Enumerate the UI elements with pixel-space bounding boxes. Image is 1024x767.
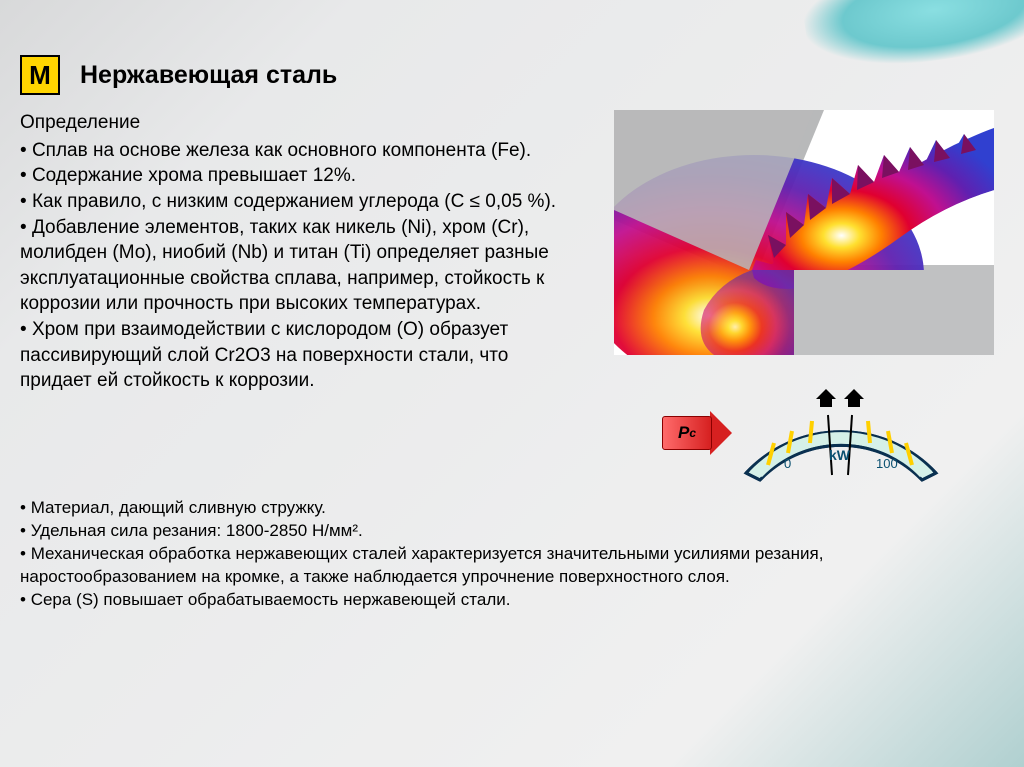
definition-bullet: • Содержание хрома превышает 12%. (20, 163, 584, 189)
material-badge: M (20, 55, 60, 95)
gauge-scale-left: 0 (784, 456, 791, 471)
thermal-cutting-diagram (614, 110, 994, 355)
definition-bullet: • Хром при взаимодействии с кислородом (… (20, 317, 584, 394)
characteristic-bullet: • Сера (S) повышает обрабатываемость нер… (20, 589, 1004, 612)
content-row: Определение • Сплав на основе железа как… (20, 110, 1004, 485)
gauge-unit-label: kW (829, 447, 851, 463)
definition-label: Определение (20, 110, 584, 136)
characteristic-bullet: • Материал, дающий сливную стружку. (20, 497, 1004, 520)
characteristic-bullet: • Механическая обработка нержавеющих ста… (20, 543, 1004, 589)
arrow-sub: c (689, 426, 696, 440)
power-gauge: 0 kW 100 (736, 385, 946, 485)
definition-bullet: • Сплав на основе железа как основного к… (20, 138, 584, 164)
force-arrow: Pc (662, 416, 732, 454)
characteristics-list: • Материал, дающий сливную стружку. • Уд… (20, 497, 1004, 612)
characteristic-bullet: • Удельная сила резания: 1800-2850 Н/мм²… (20, 520, 1004, 543)
slide-page: M Нержавеющая сталь Определение • Сплав … (0, 0, 1024, 632)
definition-bullet: • Добавление элементов, таких как никель… (20, 215, 584, 318)
gauge-scale-right: 100 (876, 456, 898, 471)
arrow-label: P (678, 423, 689, 443)
page-title: Нержавеющая сталь (80, 61, 337, 90)
definition-bullet: • Как правило, с низким содержанием угле… (20, 189, 584, 215)
figures-column: Pc (604, 110, 1004, 485)
cutting-force-gauge-block: Pc (662, 385, 946, 485)
definition-block: Определение • Сплав на основе железа как… (20, 110, 584, 485)
